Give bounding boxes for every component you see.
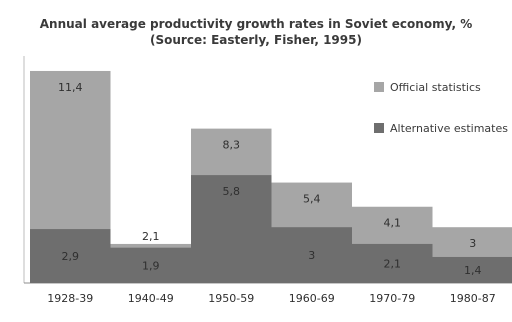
- bars-group: 11,4 2,9 2,1 1,9 8,3 5,8 5,4 3 4,1 2,1 3 1,4: [30, 70, 512, 284]
- x-tick-label-1950-59: 1950-59: [208, 292, 254, 305]
- data-label-official-1950-59: 8,3: [223, 139, 241, 152]
- bar-alternative-1950-59: [191, 175, 272, 283]
- data-label-alternative-1970-79: 2,1: [384, 257, 402, 270]
- data-label-official-1940-49: 2,1: [142, 230, 160, 243]
- bar-alternative-1970-79: [352, 243, 433, 283]
- x-tick-label-1980-87: 1980-87: [450, 292, 496, 305]
- legend-label-alternative: Alternative estimates: [390, 122, 508, 135]
- x-tick-label-1960-69: 1960-69: [289, 292, 335, 305]
- bar-alternative-1928-39: [30, 229, 111, 283]
- x-tick-label-1940-49: 1940-49: [128, 292, 174, 305]
- data-label-alternative-1928-39: 2,9: [62, 250, 80, 263]
- chart-title-block: Annual average productivity growth rates…: [0, 16, 512, 48]
- legend-swatch-alternative: [374, 123, 384, 133]
- legend: Official statistics Alternative estimate…: [374, 81, 508, 135]
- legend-label-official: Official statistics: [390, 81, 481, 94]
- bar-alternative-1980-87: [432, 256, 512, 283]
- bar-alternative-1940-49: [110, 247, 191, 283]
- data-label-alternative-1960-69: 3: [308, 249, 315, 262]
- chart-title: Annual average productivity growth rates…: [39, 17, 473, 31]
- x-tick-labels: 1928-39 1940-49 1950-59 1960-69 1970-79 1980-…: [47, 292, 495, 305]
- data-label-alternative-1950-59: 5,8: [223, 185, 241, 198]
- data-label-official-1928-39: 11,4: [58, 81, 83, 94]
- data-label-official-1980-87: 3: [469, 237, 476, 250]
- chart-subtitle: (Source: Easterly, Fisher, 1995): [150, 33, 362, 47]
- data-label-alternative-1940-49: 1,9: [142, 259, 160, 272]
- data-label-official-1960-69: 5,4: [303, 193, 321, 206]
- x-tick-label-1928-39: 1928-39: [47, 292, 93, 305]
- data-label-official-1970-79: 4,1: [384, 217, 402, 230]
- data-label-alternative-1980-87: 1,4: [464, 264, 482, 277]
- bar-alternative-1960-69: [271, 227, 352, 283]
- legend-swatch-official: [374, 82, 384, 92]
- x-tick-label-1970-79: 1970-79: [369, 292, 415, 305]
